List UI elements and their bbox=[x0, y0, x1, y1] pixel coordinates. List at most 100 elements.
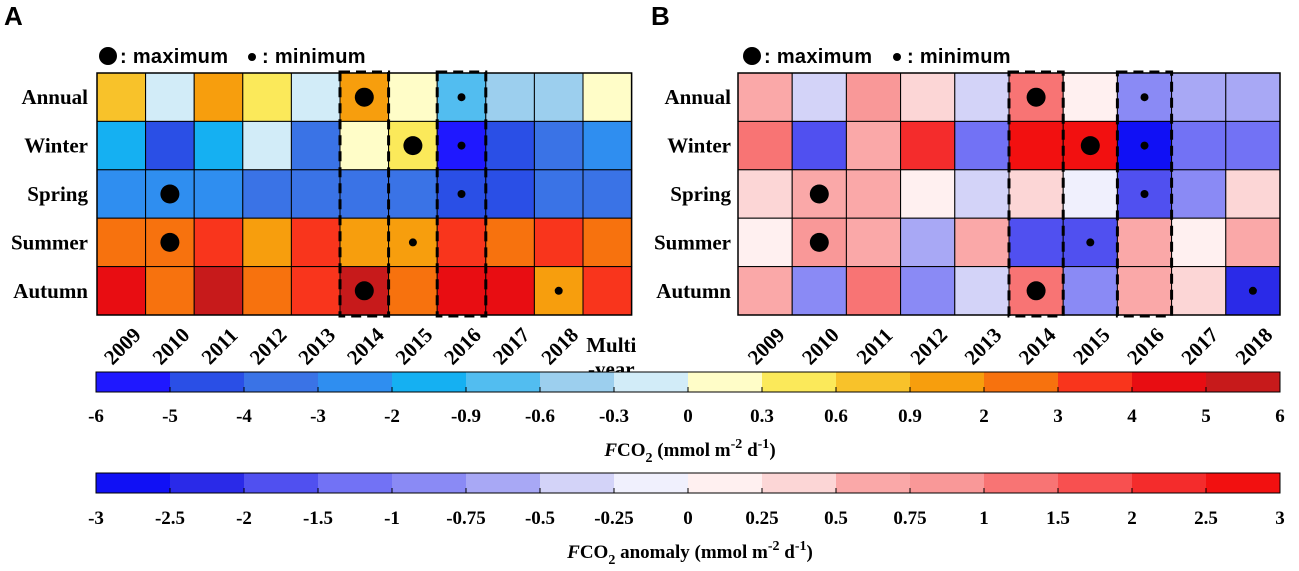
heatmap-cell bbox=[533, 169, 584, 219]
colorbar-swatch bbox=[318, 473, 393, 493]
heatmap-cell bbox=[791, 72, 847, 122]
heatmap-cell bbox=[1171, 169, 1227, 219]
colorbar-tick-label: -5 bbox=[162, 406, 178, 427]
column-label: 2014 bbox=[1014, 322, 1061, 369]
heatmap-cell bbox=[1171, 120, 1227, 171]
colorbar-tick-label: -0.25 bbox=[594, 508, 634, 529]
colorbar-tick-label: -0.3 bbox=[599, 406, 629, 427]
heatmap-cell bbox=[1171, 217, 1227, 268]
heatmap-cell bbox=[1225, 120, 1281, 171]
heatmap-cell bbox=[900, 217, 956, 268]
column-label: 2010 bbox=[148, 323, 195, 370]
column-label: 2011 bbox=[852, 323, 898, 369]
heatmap-cell bbox=[436, 266, 487, 316]
heatmap-cell bbox=[145, 266, 195, 316]
maximum-marker bbox=[1080, 136, 1100, 156]
row-label: Spring bbox=[27, 182, 88, 206]
title-units-pre: (mmol m bbox=[653, 440, 731, 461]
legend-a: : maximum : minimum bbox=[99, 46, 366, 68]
column-label: 2017 bbox=[1176, 323, 1223, 370]
title-units-post: ) bbox=[769, 440, 775, 461]
heatmap-cell bbox=[485, 120, 535, 171]
highlight-box bbox=[338, 70, 391, 318]
heatmap-cell bbox=[242, 266, 292, 316]
colorbar-fco2-title: FCO2 (mmol m-2 d-1) bbox=[603, 437, 775, 466]
heatmap-cell bbox=[485, 169, 535, 219]
colorbar-tick-label: 2.5 bbox=[1194, 508, 1218, 529]
colorbar-swatch bbox=[1206, 473, 1281, 493]
title-sup1: -2 bbox=[731, 437, 743, 452]
heatmap-cell bbox=[737, 217, 793, 268]
heatmap-cell bbox=[290, 72, 341, 122]
heatmap-cell bbox=[193, 169, 244, 219]
heatmap-cell bbox=[96, 266, 147, 316]
panel-a-label: A bbox=[4, 1, 23, 31]
highlight-box bbox=[1115, 70, 1174, 318]
title-italic-f: F bbox=[603, 440, 617, 461]
heatmap-cell bbox=[954, 120, 1010, 171]
heatmap-cell bbox=[845, 266, 902, 316]
maximum-marker bbox=[809, 184, 829, 204]
column-label: Multi bbox=[586, 333, 636, 357]
row-label: Winter bbox=[667, 134, 731, 158]
minimum-marker bbox=[1140, 190, 1149, 198]
heatmap-cell bbox=[145, 72, 195, 122]
minimum-marker bbox=[1086, 238, 1095, 247]
colorbar-anomaly-title: FCO2 anomaly (mmol m-2 d-1) bbox=[566, 539, 813, 568]
colorbar-swatch bbox=[170, 473, 245, 493]
column-label: 2010 bbox=[797, 323, 844, 370]
colorbar-swatch bbox=[688, 372, 763, 392]
minimum-marker bbox=[554, 286, 563, 295]
panel-b-label: B bbox=[651, 1, 670, 31]
column-label: 2016 bbox=[1122, 323, 1169, 370]
legend-b-minimum-label: : minimum bbox=[907, 46, 1011, 68]
maximum-marker bbox=[354, 281, 374, 301]
colorbar-tick-label: 0.25 bbox=[745, 508, 778, 529]
heatmap-cell bbox=[242, 217, 292, 268]
colorbar-swatch bbox=[392, 372, 467, 392]
colorbar-tick-label: 0 bbox=[683, 406, 693, 427]
heatmap-cell bbox=[96, 72, 147, 122]
heatmap-cell bbox=[1062, 266, 1118, 316]
maximum-marker bbox=[160, 232, 180, 252]
colorbar-tick-label: 0.9 bbox=[898, 406, 922, 427]
heatmap-cell bbox=[845, 120, 902, 171]
highlight-box bbox=[1007, 70, 1065, 318]
colorbar-tick-label: 2 bbox=[1127, 508, 1137, 529]
heatmap-cell bbox=[485, 72, 535, 122]
maximum-marker bbox=[809, 232, 829, 252]
row-label: Winter bbox=[24, 134, 88, 158]
heatmap-cell bbox=[900, 169, 956, 219]
legend-b-maximum-label: : maximum bbox=[764, 46, 872, 68]
colorbar-tick-label: 1 bbox=[979, 508, 989, 529]
colorbar-swatch bbox=[540, 372, 615, 392]
colorbar-swatch bbox=[1206, 372, 1281, 392]
title-units-post: ) bbox=[807, 542, 813, 563]
colorbar-tick-label: -1.5 bbox=[303, 508, 333, 529]
minimum-marker-icon bbox=[893, 53, 901, 61]
heatmap-cell bbox=[900, 120, 956, 171]
colorbar-swatch bbox=[540, 473, 615, 493]
colorbar-tick-label: 0.3 bbox=[750, 406, 774, 427]
heatmap-cell bbox=[582, 120, 633, 171]
colorbar-swatch bbox=[96, 473, 171, 493]
colorbar-swatch bbox=[466, 473, 541, 493]
heatmap-cell bbox=[900, 72, 956, 122]
heatmap-cell bbox=[1008, 169, 1064, 219]
colorbar-swatch bbox=[1132, 372, 1207, 392]
colorbar-swatch bbox=[984, 473, 1059, 493]
colorbar-tick-label: 2 bbox=[979, 406, 989, 427]
colorbar-swatch bbox=[762, 372, 837, 392]
heatmap-cell bbox=[845, 169, 902, 219]
heatmap-cell bbox=[96, 169, 147, 219]
column-label: 2012 bbox=[905, 323, 952, 370]
colorbar-swatch bbox=[96, 372, 171, 392]
heatmap-cell bbox=[290, 266, 341, 316]
heatmap-cell bbox=[193, 120, 244, 171]
colorbar-tick-label: 4 bbox=[1127, 406, 1137, 427]
colorbar-tick-label: 6 bbox=[1275, 406, 1285, 427]
heatmap-cell bbox=[954, 72, 1010, 122]
heatmap-cell bbox=[533, 72, 584, 122]
